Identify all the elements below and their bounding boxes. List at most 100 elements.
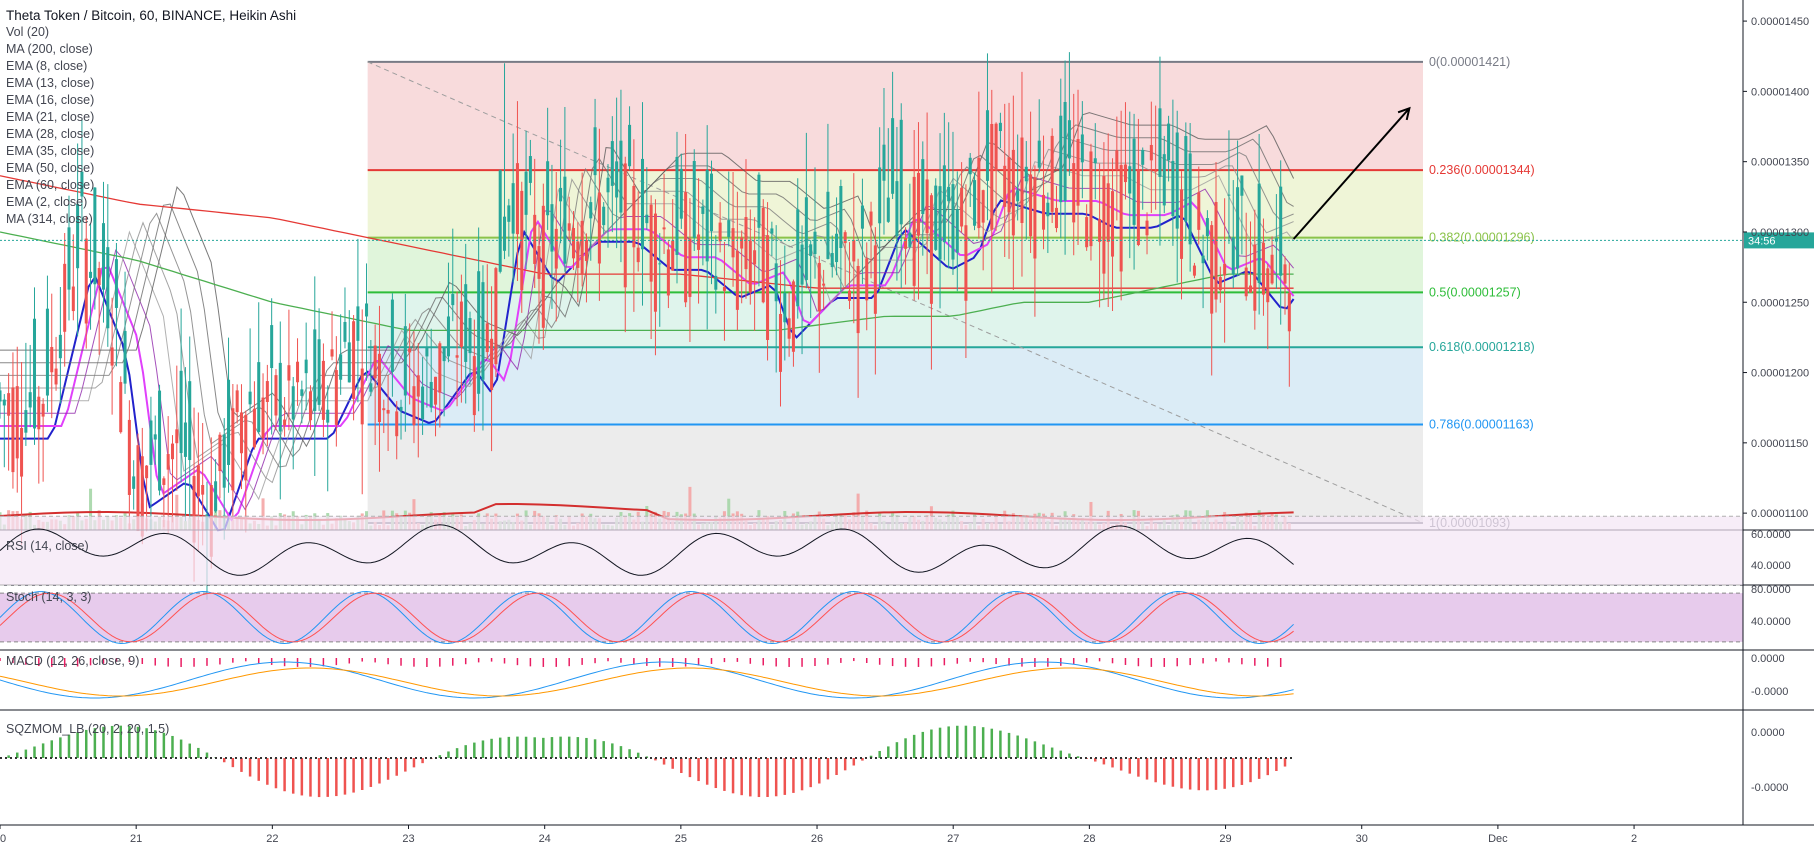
candle-body: [860, 205, 864, 229]
panel-tick-label: 0.0000: [1751, 653, 1785, 665]
candle-body: [921, 159, 925, 215]
fib-zone-4: [367, 347, 1423, 425]
main-legend: Theta Token / Bitcoin, 60, BINANCE, Heik…: [6, 7, 296, 228]
candle-body: [1106, 183, 1110, 242]
candle-body: [847, 290, 851, 301]
candle-body: [649, 204, 653, 282]
legend-ema35[interactable]: EMA (35, close): [6, 144, 95, 158]
legend-ema13[interactable]: EMA (13, close): [6, 76, 95, 90]
candle-body: [339, 354, 343, 380]
time-tick-label: 27: [947, 833, 959, 845]
time-tick-label: 26: [811, 833, 823, 845]
candle-body: [1029, 174, 1033, 237]
candle-body: [1201, 255, 1205, 264]
legend-rsi[interactable]: RSI (14, close): [6, 539, 89, 553]
candle-body: [343, 321, 347, 342]
candle-body: [753, 250, 757, 265]
legend-macd[interactable]: MACD (12, 26, close, 9): [6, 654, 140, 668]
candle-body: [421, 386, 425, 420]
candle-body: [679, 168, 683, 219]
candle-body: [774, 263, 778, 302]
legend-stoch[interactable]: Stoch (14, 3, 3): [6, 590, 92, 604]
candle-body: [252, 408, 256, 448]
legend-ema16[interactable]: EMA (16, close): [6, 93, 95, 107]
candle-body: [24, 410, 28, 433]
stoch-k-line: [0, 590, 1294, 645]
panel-tick-label: 40.0000: [1751, 560, 1791, 572]
fib-zone-0: [367, 61, 1423, 171]
candle-body: [235, 390, 239, 413]
panel-tick-label: 40.0000: [1751, 616, 1791, 628]
candle-body: [101, 223, 105, 290]
candle-body: [666, 249, 670, 296]
time-tick-label: 25: [675, 833, 687, 845]
candle-body: [546, 161, 550, 216]
candle-body: [714, 275, 718, 290]
volume-bar: [89, 488, 93, 530]
candle-body: [97, 268, 101, 286]
price-tick-label: 0.00001200: [1751, 368, 1809, 380]
candle-body: [960, 187, 964, 227]
candle-body: [951, 184, 955, 260]
candle-body: [580, 220, 584, 275]
legend-vol[interactable]: Vol (20): [6, 25, 50, 39]
candle-body: [274, 375, 278, 416]
candle-body: [1067, 120, 1071, 159]
candle-body: [977, 157, 981, 229]
candle-body: [446, 316, 450, 357]
candle-body: [106, 247, 110, 329]
legend-ma200[interactable]: MA (200, close): [6, 42, 93, 56]
legend-ema21[interactable]: EMA (21, close): [6, 110, 95, 124]
legend-ema2[interactable]: EMA (2, close): [6, 195, 88, 209]
candle-body: [886, 197, 890, 222]
candle-body: [490, 338, 494, 391]
candle-body: [451, 294, 455, 306]
candle-body: [1076, 139, 1080, 206]
candle-body: [748, 240, 752, 293]
legend-sqzmom[interactable]: SQZMOM_LB (20, 2, 20, 1.5): [6, 722, 170, 736]
candle-body: [123, 330, 127, 384]
candle-body: [1072, 163, 1076, 223]
candle-body: [1205, 218, 1209, 237]
candle-body: [304, 359, 308, 374]
legend-ema8[interactable]: EMA (8, close): [6, 59, 88, 73]
candle-body: [684, 192, 688, 303]
candle-body: [1085, 217, 1089, 248]
candle-body: [179, 370, 183, 454]
candle-body: [597, 192, 601, 264]
candle-body: [239, 412, 243, 454]
ma200-line: [0, 175, 1294, 289]
candle-body: [265, 381, 269, 402]
candle-body: [58, 334, 62, 359]
candle-body: [1033, 177, 1037, 259]
legend-ema28[interactable]: EMA (28, close): [6, 127, 95, 141]
legend-ema50[interactable]: EMA (50, close): [6, 161, 95, 175]
candle-body: [653, 213, 657, 312]
candle-body: [1098, 219, 1102, 242]
candle-body: [382, 408, 386, 411]
candle-body: [628, 124, 632, 167]
candle-body: [830, 253, 834, 268]
candle-body: [283, 419, 287, 426]
candle-body: [826, 191, 830, 259]
legend-ema60[interactable]: EMA (60, close): [6, 178, 95, 192]
candle-body: [429, 381, 433, 408]
candle-body: [778, 313, 783, 372]
candle-body: [32, 318, 37, 429]
candle-body: [20, 427, 24, 477]
candle-body: [636, 247, 640, 263]
candle-body: [559, 187, 563, 202]
candle-body: [912, 176, 916, 286]
candle-body: [938, 186, 942, 260]
candle-body: [817, 262, 821, 312]
candle-body: [494, 268, 498, 365]
time-tick-label: 23: [402, 833, 414, 845]
candle-body: [1046, 202, 1050, 217]
candle-body: [904, 238, 908, 249]
candle-body: [787, 318, 791, 339]
legend-ma314[interactable]: MA (314, close): [6, 212, 93, 226]
volume-bar: [856, 493, 860, 530]
candle-body: [550, 204, 554, 252]
candle-body: [1037, 140, 1041, 168]
